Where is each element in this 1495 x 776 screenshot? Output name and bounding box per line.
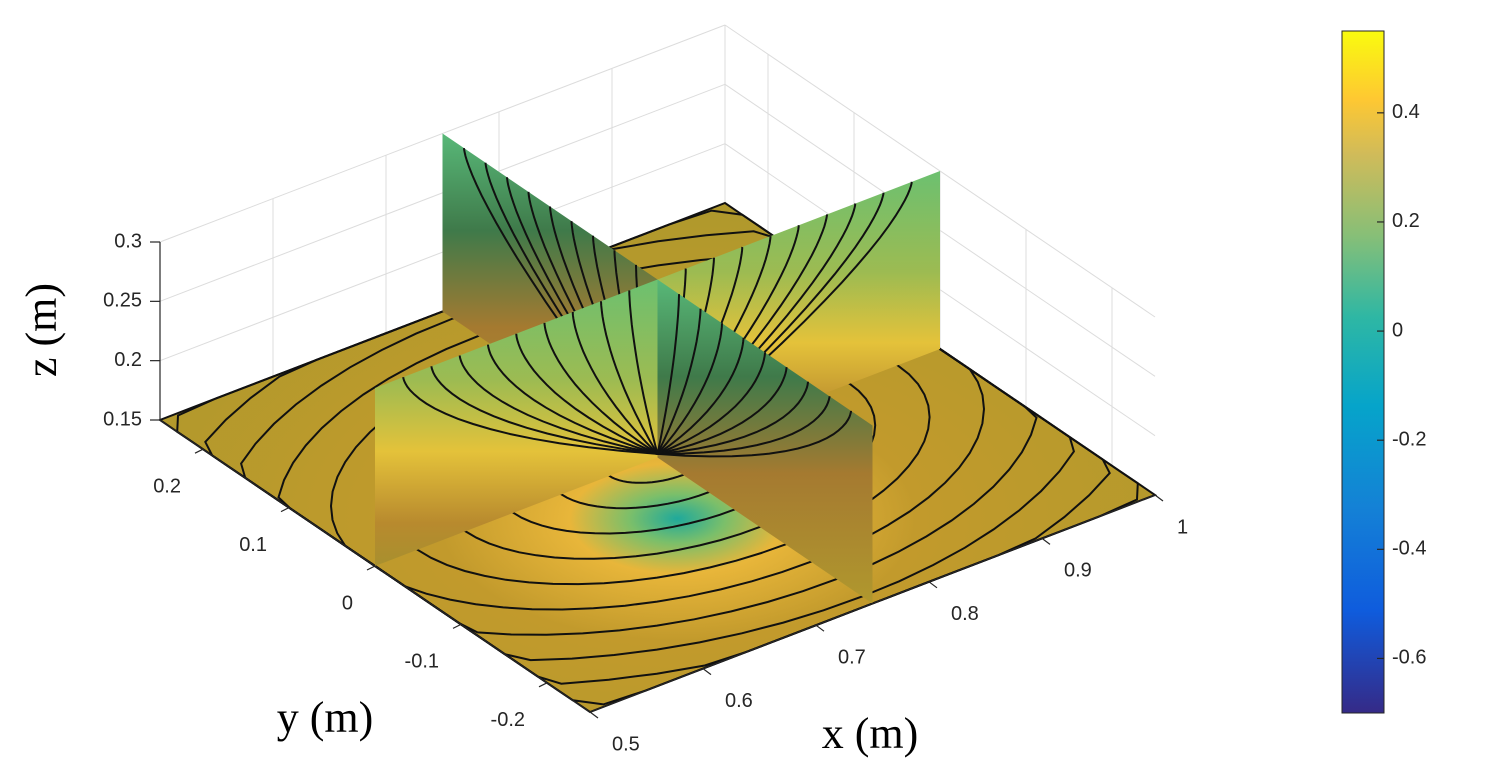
colorbar-tick-label: -0.2 <box>1392 428 1426 450</box>
x-tick <box>702 668 712 676</box>
colorbar-tick-label: 0.4 <box>1392 101 1420 123</box>
y-tick <box>538 682 548 688</box>
colorbar <box>1341 30 1385 714</box>
y-tick-label: -0.2 <box>491 709 525 731</box>
x-axis-label: x (m) <box>822 709 919 758</box>
x-tick-label: 0.6 <box>725 690 753 712</box>
x-tick <box>1041 537 1051 545</box>
x-tick <box>928 581 938 589</box>
y-tick <box>452 623 462 629</box>
axes: 0.5 0.6 0.7 0.8 0.9 1 -0.2 -0.1 0 0.1 0.2 0.15 0.2 0.… <box>103 230 1188 755</box>
streamline <box>656 323 723 455</box>
streamline <box>657 352 766 455</box>
z-axis-label: z (m) <box>17 283 66 377</box>
colorbar-tick-label: 0.2 <box>1392 210 1420 232</box>
y-tick <box>280 507 290 513</box>
x-tick-label: 0.8 <box>951 603 979 625</box>
x-tick <box>815 624 825 632</box>
colorbar-tick-label: 0 <box>1392 319 1403 341</box>
streamline <box>571 312 659 455</box>
streamline <box>656 337 745 455</box>
streamline <box>657 381 809 455</box>
y-tick-label: -0.1 <box>405 651 439 673</box>
x-tick <box>589 711 599 719</box>
z-tick-label: 0.2 <box>114 349 142 371</box>
x-tick-label: 0.5 <box>612 733 640 755</box>
y-tick <box>366 565 376 571</box>
streamline <box>515 333 658 455</box>
y-axis-label: y (m) <box>277 693 374 742</box>
slices <box>157 133 1158 714</box>
streamline <box>458 355 658 455</box>
z-tick-label: 0.25 <box>103 290 142 312</box>
colorbar-tick-label: -0.4 <box>1392 538 1426 560</box>
streamline <box>430 366 658 455</box>
vertical-slice <box>375 279 658 566</box>
y-tick-label: 0.2 <box>153 475 181 497</box>
streamline <box>600 301 659 455</box>
streamline <box>656 294 680 455</box>
z-tick-label: 0.15 <box>103 408 142 430</box>
streamline <box>628 290 659 455</box>
streamline <box>402 377 658 455</box>
streamline <box>656 308 702 455</box>
streamline <box>487 344 658 455</box>
x-tick-label: 1 <box>1177 516 1188 538</box>
streamline <box>543 322 659 455</box>
streamline <box>657 367 788 455</box>
x-axis <box>589 494 1156 713</box>
y-tick-label: 0.1 <box>239 534 267 556</box>
streamline <box>657 396 831 455</box>
y-tick-label: 0 <box>342 592 353 614</box>
z-tick-label: 0.3 <box>114 230 142 252</box>
x-tick-label: 0.7 <box>838 646 866 668</box>
x-tick-label: 0.9 <box>1064 560 1092 582</box>
vertical-slice <box>657 279 873 604</box>
y-tick <box>194 448 204 454</box>
colorbar-tick-label: -0.6 <box>1392 647 1426 669</box>
streamline <box>657 410 852 458</box>
x-tick <box>1154 494 1164 502</box>
